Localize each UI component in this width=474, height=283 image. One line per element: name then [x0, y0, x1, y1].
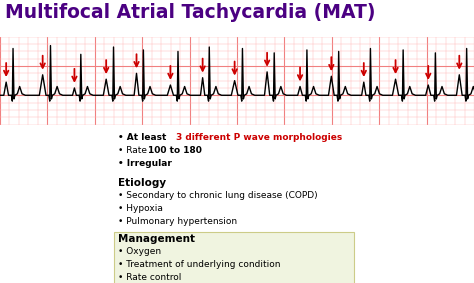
Bar: [114, 232, 354, 283]
Text: • Rate: • Rate: [118, 145, 150, 155]
Text: Multifocal Atrial Tachycardia (MAT): Multifocal Atrial Tachycardia (MAT): [5, 3, 375, 22]
Text: • Secondary to chronic lung disease (COPD): • Secondary to chronic lung disease (COP…: [118, 191, 318, 200]
Text: • Pulmonary hypertension: • Pulmonary hypertension: [118, 217, 237, 226]
Text: • Irregular: • Irregular: [118, 158, 172, 168]
Text: • At least: • At least: [118, 132, 170, 142]
Text: 100 to 180: 100 to 180: [148, 145, 202, 155]
Text: Etiology: Etiology: [118, 178, 166, 188]
Text: • Rate control: • Rate control: [118, 273, 182, 282]
Text: • Oxygen: • Oxygen: [118, 247, 161, 256]
Text: • Hypoxia: • Hypoxia: [118, 204, 163, 213]
Text: • Treatment of underlying condition: • Treatment of underlying condition: [118, 260, 281, 269]
Text: 3 different P wave morphologies: 3 different P wave morphologies: [176, 132, 342, 142]
Text: Management: Management: [118, 234, 195, 244]
